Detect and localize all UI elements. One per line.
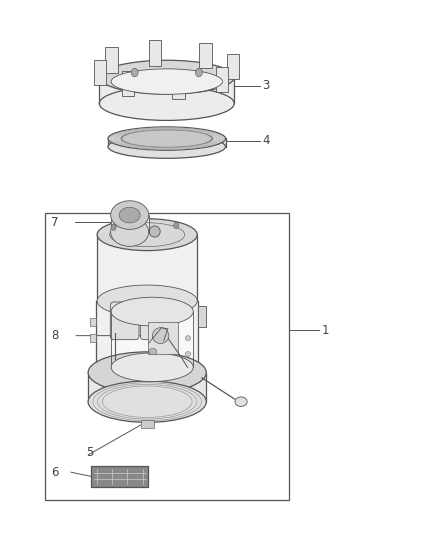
Ellipse shape xyxy=(185,352,191,357)
Ellipse shape xyxy=(185,336,191,341)
Text: 4: 4 xyxy=(262,134,270,148)
FancyBboxPatch shape xyxy=(216,67,228,92)
Bar xyxy=(198,306,206,327)
Circle shape xyxy=(111,224,116,230)
FancyBboxPatch shape xyxy=(122,71,134,96)
Ellipse shape xyxy=(149,349,157,355)
FancyBboxPatch shape xyxy=(140,302,169,340)
Bar xyxy=(45,214,289,500)
Bar xyxy=(90,318,96,326)
Ellipse shape xyxy=(88,352,206,393)
Circle shape xyxy=(131,68,138,77)
Text: 6: 6 xyxy=(51,466,59,479)
FancyBboxPatch shape xyxy=(94,60,106,85)
Ellipse shape xyxy=(149,226,160,237)
Ellipse shape xyxy=(108,127,226,150)
Ellipse shape xyxy=(235,397,247,407)
Ellipse shape xyxy=(108,135,226,158)
Bar xyxy=(108,137,226,147)
Ellipse shape xyxy=(97,285,197,317)
Bar xyxy=(92,466,148,487)
FancyBboxPatch shape xyxy=(199,43,212,68)
FancyBboxPatch shape xyxy=(149,40,161,66)
Bar xyxy=(90,334,96,342)
FancyBboxPatch shape xyxy=(173,74,184,99)
Bar xyxy=(88,373,206,402)
Text: 1: 1 xyxy=(321,324,329,337)
Ellipse shape xyxy=(121,130,212,147)
FancyBboxPatch shape xyxy=(110,302,139,340)
Circle shape xyxy=(173,222,179,229)
Bar xyxy=(141,419,154,427)
Ellipse shape xyxy=(111,201,148,229)
Ellipse shape xyxy=(119,207,140,223)
Ellipse shape xyxy=(111,297,193,326)
FancyBboxPatch shape xyxy=(227,54,239,79)
Ellipse shape xyxy=(152,328,169,344)
Text: 8: 8 xyxy=(51,329,59,342)
Bar xyxy=(92,466,148,487)
Text: 3: 3 xyxy=(262,79,270,92)
Bar xyxy=(111,215,148,232)
Ellipse shape xyxy=(99,60,234,94)
Circle shape xyxy=(195,68,202,77)
Ellipse shape xyxy=(111,353,193,382)
Bar xyxy=(148,322,178,354)
Ellipse shape xyxy=(97,219,197,251)
FancyBboxPatch shape xyxy=(106,47,118,72)
Ellipse shape xyxy=(99,86,234,120)
Ellipse shape xyxy=(111,69,223,94)
Bar xyxy=(99,74,234,103)
Text: 7: 7 xyxy=(51,216,59,229)
Text: 5: 5 xyxy=(86,446,94,458)
Ellipse shape xyxy=(88,381,206,422)
Bar xyxy=(96,301,198,373)
Bar xyxy=(111,312,193,367)
Bar xyxy=(97,235,197,301)
Ellipse shape xyxy=(111,217,148,246)
